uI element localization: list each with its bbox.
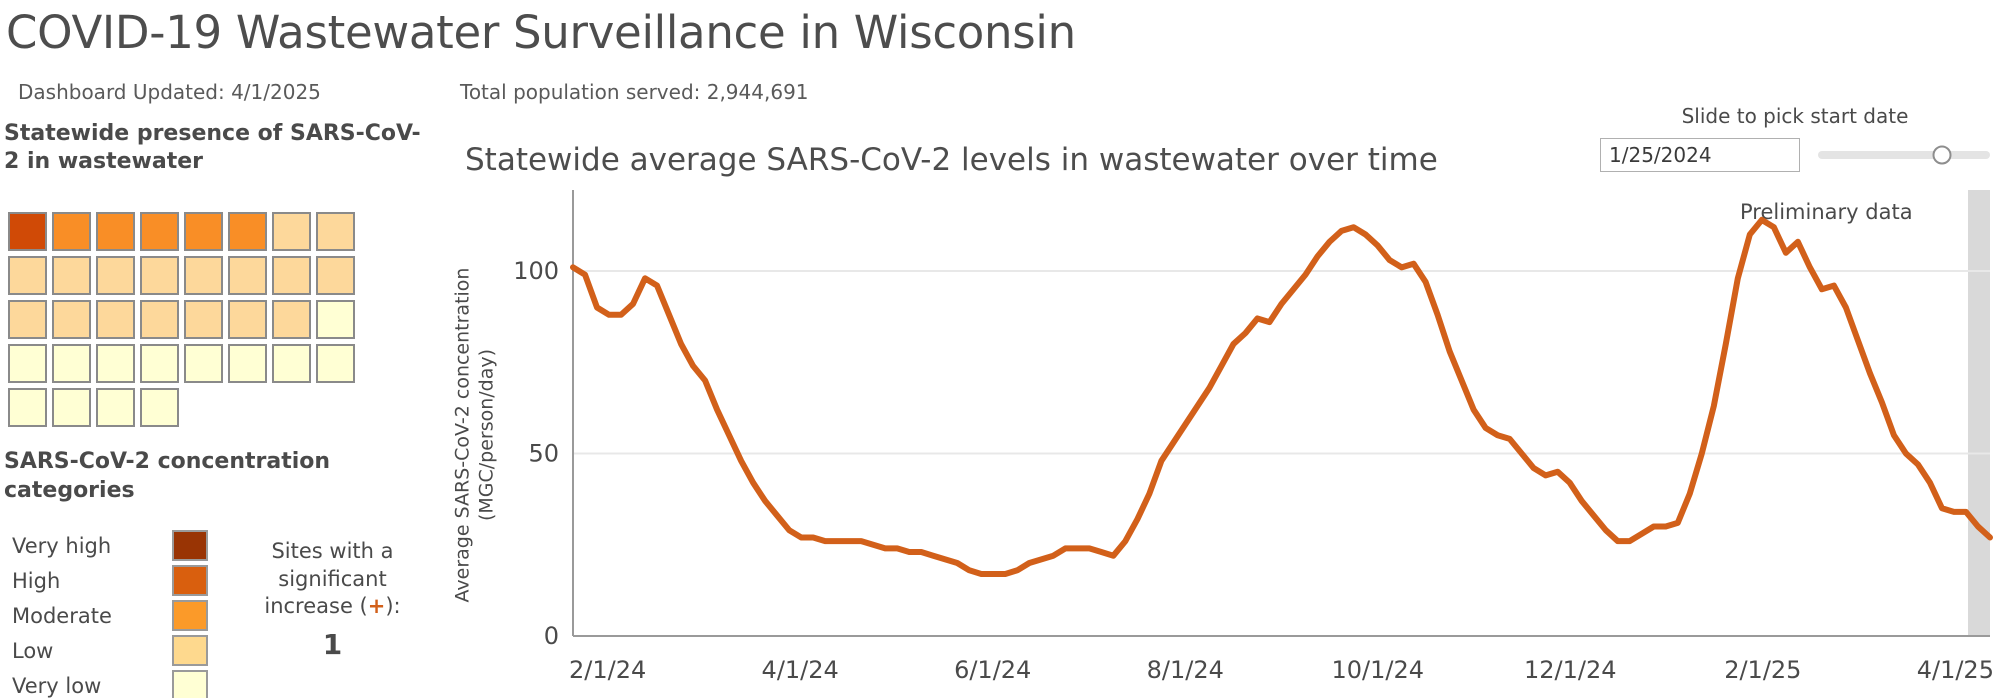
site-cell[interactable]: [8, 300, 47, 339]
increase-count-value: 1: [322, 628, 343, 662]
slider-controls: 1/25/2024: [1600, 138, 1990, 172]
legend-label: Moderate: [12, 603, 112, 628]
site-cell[interactable]: [8, 388, 47, 427]
chart-title: Statewide average SARS-CoV-2 levels in w…: [465, 142, 1438, 178]
site-cell[interactable]: [52, 300, 91, 339]
legend-label: Very low: [12, 673, 102, 698]
increase-line-3-pre: increase (: [264, 594, 368, 619]
site-grid-row: [8, 388, 438, 427]
site-cell[interactable]: [140, 388, 179, 427]
total-population-text: Total population served: 2,944,691: [460, 80, 809, 104]
site-cell[interactable]: [96, 212, 135, 251]
x-tick-label: 8/1/24: [1147, 656, 1224, 684]
increase-line-3-post: ):: [385, 594, 401, 619]
site-cell[interactable]: [316, 256, 355, 295]
site-cell[interactable]: [8, 212, 47, 251]
x-tick-label: 2/1/25: [1724, 656, 1801, 684]
site-cell[interactable]: [316, 344, 355, 383]
start-date-input[interactable]: 1/25/2024: [1600, 138, 1800, 172]
plus-icon: +: [367, 594, 386, 619]
site-cell[interactable]: [184, 344, 223, 383]
legend-row: Low: [12, 633, 242, 668]
site-cell[interactable]: [8, 344, 47, 383]
chart-svg: 0 50 100 2/1/24 4/1/24 6/1/24 8/1/24 10/1/24 12/…: [513, 190, 1994, 684]
legend-row: Very low: [12, 668, 242, 698]
site-cell[interactable]: [228, 212, 267, 251]
site-cell[interactable]: [316, 212, 355, 251]
site-grid-row: [8, 212, 438, 251]
y-tick-label: 50: [528, 440, 559, 468]
start-date-slider-block: Slide to pick start date 1/25/2024: [1600, 104, 1990, 172]
x-tick-label: 4/1/24: [762, 656, 839, 684]
site-cell[interactable]: [140, 300, 179, 339]
legend-label: High: [12, 568, 61, 593]
x-tick-label: 6/1/24: [954, 656, 1031, 684]
site-cell[interactable]: [228, 256, 267, 295]
page-title: COVID-19 Wastewater Surveillance in Wisc…: [6, 6, 1076, 59]
legend-label: Very high: [12, 533, 112, 558]
increase-line-1: Sites with a: [271, 539, 394, 563]
site-cell[interactable]: [272, 300, 311, 339]
site-cell[interactable]: [96, 344, 135, 383]
date-slider-thumb[interactable]: [1932, 145, 1952, 165]
site-cell[interactable]: [272, 212, 311, 251]
legend-row: High: [12, 563, 242, 598]
y-tick-label: 0: [544, 622, 559, 650]
site-cell[interactable]: [228, 300, 267, 339]
statewide-presence-heading: Statewide presence of SARS-CoV-2 in wast…: [4, 121, 421, 175]
legend-label: Low: [12, 638, 54, 663]
legend-row: Very high: [12, 528, 242, 563]
legend-swatch: [172, 565, 208, 596]
x-tick-label: 4/1/25: [1917, 656, 1994, 684]
site-cell[interactable]: [140, 344, 179, 383]
site-cell[interactable]: [184, 212, 223, 251]
site-cell[interactable]: [140, 212, 179, 251]
site-cell[interactable]: [228, 344, 267, 383]
slider-caption: Slide to pick start date: [1681, 104, 1909, 128]
legend-swatch: [172, 670, 208, 698]
site-cell[interactable]: [96, 256, 135, 295]
site-cell[interactable]: [52, 344, 91, 383]
date-slider-track[interactable]: [1818, 145, 1990, 165]
concentration-legend: Very high High Moderate Low Very low: [12, 528, 242, 698]
x-tick-label: 12/1/24: [1524, 656, 1617, 684]
site-cell[interactable]: [52, 212, 91, 251]
y-tick-label: 100: [513, 257, 559, 285]
legend-swatch: [172, 600, 208, 631]
site-cell[interactable]: [316, 300, 355, 339]
site-cell[interactable]: [140, 256, 179, 295]
site-cell[interactable]: [52, 256, 91, 295]
preliminary-data-label: Preliminary data: [1740, 200, 1913, 224]
site-cell[interactable]: [8, 256, 47, 295]
site-grid-row: [8, 344, 438, 383]
site-cell[interactable]: [272, 256, 311, 295]
legend-row: Moderate: [12, 598, 242, 633]
significant-increase-block: Sites with a significant increase (+): 1: [240, 538, 425, 664]
site-cell[interactable]: [184, 256, 223, 295]
site-grid-row: [8, 300, 438, 339]
site-cell[interactable]: [184, 300, 223, 339]
x-tick-label: 10/1/24: [1331, 656, 1424, 684]
concentration-categories-heading: SARS-CoV-2 concentration categories: [4, 449, 331, 503]
dashboard-updated-text: Dashboard Updated: 4/1/2025: [18, 80, 321, 104]
site-cell[interactable]: [272, 344, 311, 383]
series-line: [570, 216, 1993, 577]
legend-swatch: [172, 530, 208, 561]
increase-line-2: significant: [278, 566, 387, 591]
timeseries-chart: Average SARS-CoV-2 concentration (MGC/pe…: [451, 190, 2000, 698]
site-cell[interactable]: [96, 388, 135, 427]
site-grid-row: [8, 256, 438, 295]
legend-swatch: [172, 635, 208, 666]
site-cell[interactable]: [96, 300, 135, 339]
site-cell[interactable]: [52, 388, 91, 427]
preliminary-data-band: [1968, 190, 1990, 636]
x-tick-label: 2/1/24: [569, 656, 646, 684]
site-status-grid: [8, 212, 438, 432]
